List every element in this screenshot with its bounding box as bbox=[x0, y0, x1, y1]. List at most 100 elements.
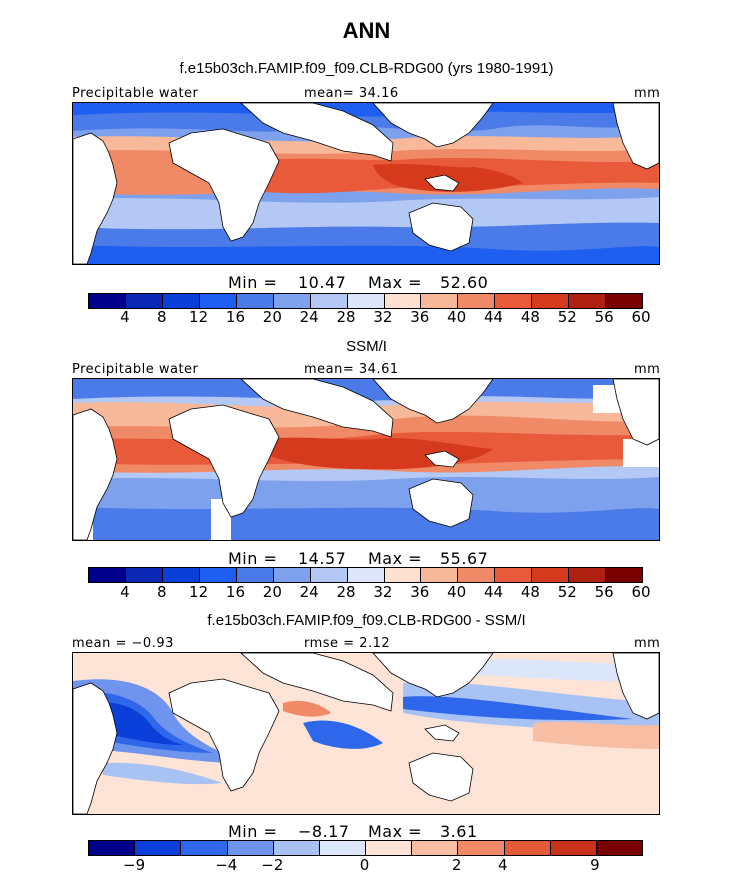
panel2-colorbar bbox=[88, 567, 643, 583]
colorbar-swatch bbox=[181, 841, 228, 855]
panel2-max-label: Max = bbox=[368, 549, 423, 568]
panel3-map bbox=[72, 652, 660, 815]
panel3-unit-label: mm bbox=[634, 636, 661, 651]
colorbar-swatch bbox=[504, 841, 551, 855]
colorbar-tick-label: 12 bbox=[189, 583, 209, 601]
panel1-mean-label: mean= 34.16 bbox=[304, 86, 399, 101]
panel1-unit-label: mm bbox=[634, 86, 661, 101]
colorbar-tick-label: −4 bbox=[215, 856, 238, 874]
colorbar-tick-label: 24 bbox=[299, 308, 319, 326]
colorbar-swatch bbox=[596, 841, 643, 855]
colorbar-swatch bbox=[569, 294, 607, 308]
colorbar-swatch bbox=[495, 294, 533, 308]
colorbar-tick-label: 4 bbox=[120, 308, 130, 326]
colorbar-tick-label: 60 bbox=[631, 583, 651, 601]
panel3-mean-label: mean = −0.93 bbox=[72, 636, 174, 651]
panel1-colorbar bbox=[88, 293, 643, 309]
colorbar-tick-label: 56 bbox=[594, 308, 614, 326]
panel1-map bbox=[72, 102, 660, 265]
colorbar-swatch bbox=[606, 568, 643, 582]
colorbar-swatch bbox=[273, 294, 311, 308]
colorbar-swatch bbox=[421, 568, 459, 582]
colorbar-tick-label: 24 bbox=[299, 583, 319, 601]
colorbar-swatch bbox=[199, 568, 237, 582]
colorbar-swatch bbox=[532, 294, 570, 308]
panel3-map-svg bbox=[73, 653, 659, 814]
panel2-unit-label: mm bbox=[634, 362, 661, 377]
colorbar-tick-label: 60 bbox=[631, 308, 651, 326]
colorbar-swatch bbox=[273, 568, 311, 582]
colorbar-swatch bbox=[606, 294, 643, 308]
panel1-map-svg bbox=[73, 103, 659, 264]
colorbar-swatch bbox=[347, 294, 385, 308]
colorbar-tick-label: 20 bbox=[262, 583, 282, 601]
colorbar-swatch bbox=[273, 841, 320, 855]
colorbar-tick-label: 44 bbox=[483, 308, 504, 326]
panel3-max-label: Max = bbox=[368, 822, 423, 841]
colorbar-swatch bbox=[384, 568, 422, 582]
panel2-min-label: Min = bbox=[228, 549, 278, 568]
colorbar-tick-label: 0 bbox=[359, 856, 370, 874]
colorbar-swatch bbox=[347, 568, 385, 582]
colorbar-tick-label: 8 bbox=[156, 308, 167, 326]
panel2-left-label: Precipitable water bbox=[72, 362, 199, 377]
colorbar-tick-label: 32 bbox=[373, 308, 393, 326]
panel2-mean-label: mean= 34.61 bbox=[304, 362, 399, 377]
panel2-header: SSM/I bbox=[346, 338, 387, 355]
colorbar-tick-label: 28 bbox=[336, 583, 356, 601]
colorbar-swatch bbox=[569, 568, 607, 582]
colorbar-swatch bbox=[125, 568, 163, 582]
colorbar-tick-label: 16 bbox=[225, 583, 245, 601]
colorbar-tick-label: 12 bbox=[189, 308, 209, 326]
colorbar-tick-label: 44 bbox=[483, 583, 504, 601]
panel1-min-value: 10.47 bbox=[298, 273, 347, 292]
colorbar-swatch bbox=[199, 294, 237, 308]
panel2-map bbox=[72, 378, 660, 541]
colorbar-swatch bbox=[89, 568, 126, 582]
colorbar-swatch bbox=[532, 568, 570, 582]
panel1-colorbar-ticks: 4 8 12 16 20 24 28 32 36 40 44 48 52 56 60 bbox=[88, 308, 650, 326]
colorbar-tick-label: −2 bbox=[261, 856, 284, 874]
colorbar-tick-label: −9 bbox=[123, 856, 146, 874]
colorbar-tick-label: 36 bbox=[410, 308, 430, 326]
panel2-max-value: 55.67 bbox=[440, 549, 489, 568]
colorbar-tick-label: 48 bbox=[520, 308, 540, 326]
colorbar-swatch bbox=[412, 841, 459, 855]
colorbar-swatch bbox=[227, 841, 274, 855]
colorbar-swatch bbox=[319, 841, 367, 855]
colorbar-swatch bbox=[366, 841, 413, 855]
colorbar-tick-label: 20 bbox=[262, 308, 282, 326]
colorbar-tick-label: 36 bbox=[410, 583, 430, 601]
colorbar-swatch bbox=[310, 568, 348, 582]
colorbar-swatch bbox=[458, 841, 505, 855]
colorbar-tick-label: 56 bbox=[594, 583, 614, 601]
panel1-max-label: Max = bbox=[368, 273, 423, 292]
colorbar-swatch bbox=[310, 294, 348, 308]
colorbar-tick-label: 52 bbox=[557, 308, 577, 326]
colorbar-swatch bbox=[89, 294, 126, 308]
colorbar-swatch bbox=[384, 294, 422, 308]
colorbar-tick-label: 40 bbox=[447, 583, 467, 601]
colorbar-swatch bbox=[236, 568, 274, 582]
panel2-colorbar-ticks: 4 8 12 16 20 24 28 32 36 40 44 48 52 56 60 bbox=[88, 583, 650, 601]
panel2-min-value: 14.57 bbox=[298, 549, 347, 568]
colorbar-tick-label: 16 bbox=[225, 308, 245, 326]
colorbar-swatch bbox=[458, 294, 496, 308]
panel1-min-label: Min = bbox=[228, 273, 278, 292]
panel1-left-label: Precipitable water bbox=[72, 86, 199, 101]
colorbar-swatch bbox=[162, 294, 200, 308]
colorbar-swatch bbox=[135, 841, 182, 855]
colorbar-swatch bbox=[125, 294, 163, 308]
panel1-header: f.e15b03ch.FAMIP.f09_f09.CLB-RDG00 (yrs … bbox=[179, 60, 554, 77]
figure-title: ANN bbox=[342, 18, 391, 43]
colorbar-swatch bbox=[236, 294, 274, 308]
colorbar-tick-label: 40 bbox=[447, 308, 467, 326]
panel3-colorbar bbox=[88, 840, 643, 856]
colorbar-swatch bbox=[89, 841, 136, 855]
colorbar-tick-label: 52 bbox=[557, 583, 577, 601]
panel3-header: f.e15b03ch.FAMIP.f09_f09.CLB-RDG00 - SSM… bbox=[207, 612, 526, 629]
panel3-max-value: 3.61 bbox=[440, 822, 478, 841]
colorbar-swatch bbox=[421, 294, 459, 308]
colorbar-tick-label: 8 bbox=[156, 583, 167, 601]
panel1-max-value: 52.60 bbox=[440, 273, 489, 292]
